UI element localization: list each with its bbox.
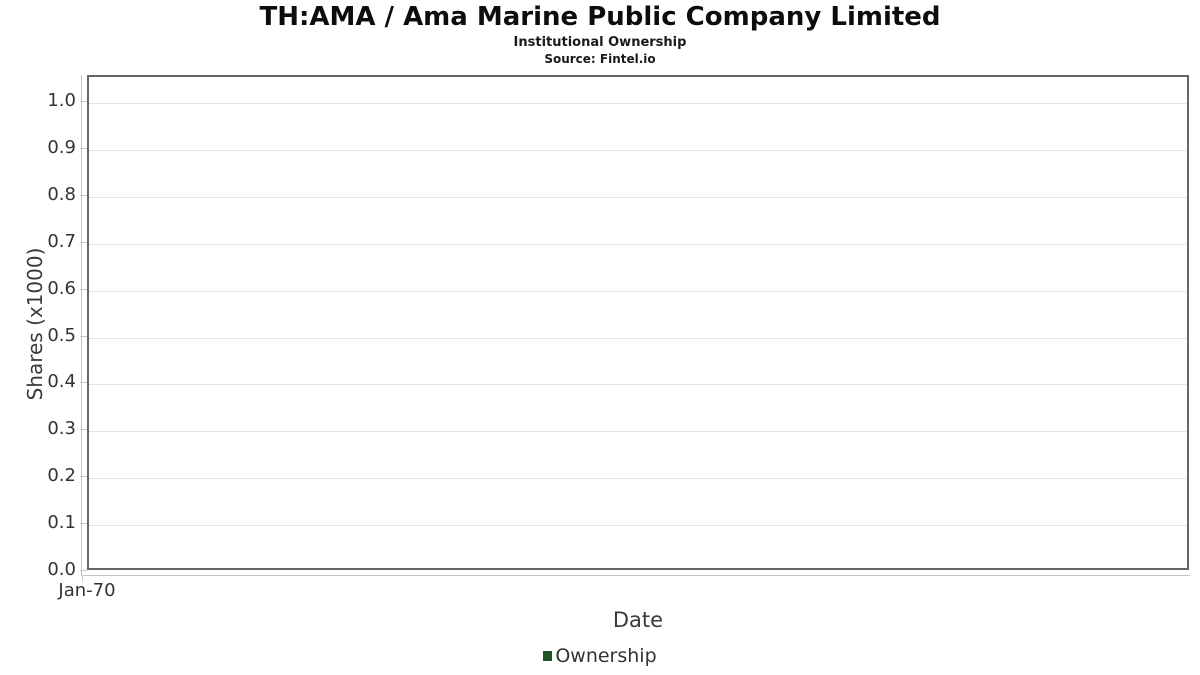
- y-tick-mark-0.4: [80, 382, 87, 384]
- y-tick-label-0.6: 0.6: [47, 277, 76, 299]
- gridline-y-1.0: [89, 103, 1187, 104]
- y-axis-line: [81, 75, 82, 576]
- legend-label: Ownership: [555, 645, 657, 667]
- gridline-y-0.4: [89, 384, 1187, 386]
- x-tick-label-jan70: Jan-70: [58, 580, 116, 601]
- y-tick-mark-0.0: [80, 570, 87, 571]
- x-axis-title: Date: [612, 608, 664, 632]
- y-tick-label-0.8: 0.8: [47, 183, 76, 205]
- x-axis-line: [81, 575, 1190, 576]
- y-tick-label-1.0: 1.0: [47, 90, 76, 111]
- y-tick-label-0.5: 0.5: [47, 324, 76, 346]
- y-tick-mark-1.0: [80, 101, 87, 102]
- gridline-y-0.9: [89, 149, 1187, 151]
- y-tick-mark-0.2: [80, 476, 87, 478]
- gridline-y-0.1: [89, 525, 1187, 527]
- legend: Ownership: [0, 645, 1200, 667]
- y-tick-mark-0.7: [80, 241, 87, 243]
- y-tick-label-0.3: 0.3: [47, 418, 76, 440]
- y-tick-mark-0.6: [80, 288, 87, 290]
- y-tick-label-0.0: 0.0: [47, 559, 76, 580]
- y-tick-label-0.4: 0.4: [47, 371, 76, 393]
- y-axis-title: Shares (x1000): [23, 247, 47, 401]
- gridline-y-0.2: [89, 478, 1187, 480]
- legend-marker-icon: [543, 651, 553, 661]
- chart-source-label: Source: Fintel.io: [544, 52, 656, 66]
- y-tick-mark-0.3: [80, 429, 87, 431]
- chart-subtitle: Institutional Ownership: [513, 35, 687, 50]
- chart-title: TH:AMA / Ama Marine Public Company Limit…: [259, 2, 941, 32]
- gridline-y-0.5: [89, 337, 1187, 339]
- gridline-y-0.6: [89, 290, 1187, 292]
- y-tick-label-0.2: 0.2: [47, 465, 76, 487]
- legend-item-ownership[interactable]: Ownership: [543, 645, 657, 667]
- y-tick-mark-0.1: [80, 523, 87, 525]
- gridline-y-0.3: [89, 431, 1187, 433]
- y-tick-mark-0.5: [80, 335, 87, 337]
- y-tick-label-0.1: 0.1: [47, 512, 76, 534]
- gridline-y-0.7: [89, 243, 1187, 245]
- gridline-y-0.8: [89, 196, 1187, 198]
- y-tick-mark-0.8: [80, 194, 87, 196]
- y-tick-label-0.9: 0.9: [47, 136, 76, 158]
- plot-area: [87, 75, 1189, 570]
- y-tick-mark-0.9: [80, 147, 87, 149]
- y-tick-label-0.7: 0.7: [47, 230, 76, 252]
- x-tick-mark: [82, 575, 83, 581]
